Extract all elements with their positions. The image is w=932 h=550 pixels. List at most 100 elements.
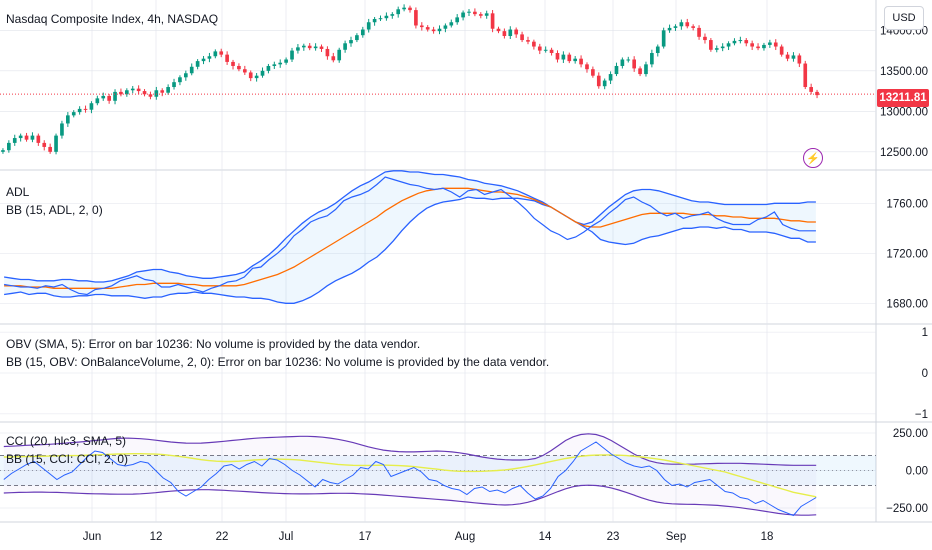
cci-bb-upper[interactable]: [3, 433, 817, 466]
candle-body[interactable]: [502, 31, 507, 37]
candle-body[interactable]: [773, 42, 778, 47]
candle-body[interactable]: [579, 58, 583, 65]
candle-body[interactable]: [549, 49, 554, 54]
candle-body[interactable]: [360, 29, 365, 36]
candle-body[interactable]: [384, 15, 389, 19]
candle-body[interactable]: [691, 26, 695, 28]
candle-body[interactable]: [201, 58, 206, 62]
symbol-title[interactable]: Nasdaq Composite Index, 4h, NASDAQ: [6, 12, 219, 26]
candle-body[interactable]: [260, 70, 265, 76]
candle-body[interactable]: [732, 40, 737, 44]
price-tick-label-2[interactable]: −1: [915, 409, 928, 421]
candle-body[interactable]: [254, 75, 259, 79]
candle-body[interactable]: [231, 61, 235, 66]
candle-body[interactable]: [425, 27, 430, 30]
candle-body[interactable]: [296, 47, 300, 51]
candle-body[interactable]: [355, 35, 359, 41]
time-tick-label[interactable]: 23: [607, 531, 620, 543]
candle-body[interactable]: [136, 88, 141, 92]
candle-body[interactable]: [585, 64, 589, 70]
candle-body[interactable]: [543, 49, 548, 51]
candle-body[interactable]: [537, 46, 542, 51]
candle-body[interactable]: [18, 135, 23, 139]
candle-body[interactable]: [508, 29, 513, 37]
candle-body[interactable]: [402, 7, 406, 10]
candle-body[interactable]: [272, 64, 277, 66]
candle-body[interactable]: [66, 115, 70, 124]
candle-body[interactable]: [490, 13, 495, 29]
candle-body[interactable]: [242, 69, 247, 73]
candle-body[interactable]: [591, 69, 595, 76]
candle-body[interactable]: [390, 14, 395, 16]
time-tick-label[interactable]: Jul: [279, 531, 294, 543]
candle-body[interactable]: [803, 63, 808, 88]
time-tick-label[interactable]: 22: [216, 531, 229, 543]
candle-body[interactable]: [667, 27, 672, 31]
candle-body[interactable]: [744, 40, 749, 44]
cci-bb-lower[interactable]: [3, 484, 817, 516]
candle-body[interactable]: [685, 22, 690, 27]
price-tick-label-3[interactable]: 250.00: [893, 428, 928, 440]
candle-body[interactable]: [726, 43, 731, 47]
candle-body[interactable]: [779, 46, 784, 55]
candle-body[interactable]: [809, 87, 813, 92]
candle-body[interactable]: [24, 135, 29, 140]
candle-body[interactable]: [555, 53, 560, 60]
candle-body[interactable]: [331, 56, 336, 61]
time-tick-label[interactable]: 14: [539, 531, 552, 543]
candle-body[interactable]: [366, 22, 371, 30]
time-tick-label[interactable]: 18: [761, 531, 774, 543]
candle-body[interactable]: [325, 48, 330, 57]
candle-body[interactable]: [673, 26, 678, 28]
candle-body[interactable]: [119, 91, 123, 95]
time-tick-label[interactable]: Jun: [83, 531, 102, 543]
candle-body[interactable]: [319, 46, 324, 49]
time-tick-label[interactable]: Sep: [666, 531, 686, 543]
adl-line[interactable]: [4, 176, 816, 296]
candle-body[interactable]: [608, 74, 613, 81]
candle-body[interactable]: [372, 19, 377, 23]
candle-body[interactable]: [219, 51, 224, 55]
candle-body[interactable]: [455, 17, 460, 23]
candle-body[interactable]: [709, 40, 713, 50]
bb-obv-legend[interactable]: BB (15, OBV: OnBalanceVolume, 2, 0): Err…: [6, 355, 550, 369]
lightning-bolt-icon[interactable]: ⚡: [803, 148, 823, 168]
candle-body[interactable]: [183, 73, 188, 78]
candle-body[interactable]: [154, 90, 159, 97]
adl-legend[interactable]: ADL: [6, 185, 30, 199]
candle-body[interactable]: [567, 54, 572, 62]
candle-body[interactable]: [738, 40, 743, 42]
candle-body[interactable]: [561, 54, 566, 60]
candle-body[interactable]: [301, 45, 306, 48]
candle-body[interactable]: [620, 59, 625, 66]
candle-body[interactable]: [237, 65, 241, 70]
candle-body[interactable]: [638, 68, 642, 75]
adl-bb-lower[interactable]: [4, 196, 816, 304]
candle-body[interactable]: [130, 88, 135, 91]
candle-body[interactable]: [431, 29, 436, 32]
time-tick-label[interactable]: 12: [150, 531, 163, 543]
candle-body[interactable]: [160, 90, 165, 93]
candle-body[interactable]: [248, 72, 253, 79]
candle-body[interactable]: [478, 14, 483, 16]
currency-button[interactable]: USD: [884, 6, 924, 30]
adl-bb-upper[interactable]: [3, 170, 816, 283]
candle-body[interactable]: [83, 108, 88, 110]
candle-body[interactable]: [7, 142, 11, 151]
candle-body[interactable]: [756, 46, 760, 49]
candle-body[interactable]: [337, 49, 342, 61]
adl-bb-basis[interactable]: [4, 187, 816, 289]
bb-adl-legend[interactable]: BB (15, ADL, 2, 0): [6, 203, 103, 217]
candle-body[interactable]: [473, 11, 477, 15]
candle-body[interactable]: [48, 146, 52, 152]
candle-body[interactable]: [714, 48, 719, 50]
candle-body[interactable]: [207, 56, 212, 59]
candle-body[interactable]: [496, 28, 501, 32]
candle-body[interactable]: [514, 29, 519, 35]
candle-body[interactable]: [526, 40, 530, 42]
price-tick-label-1[interactable]: 1760.00: [886, 198, 928, 210]
candle-body[interactable]: [573, 58, 578, 62]
candle-body[interactable]: [791, 55, 796, 59]
candle-body[interactable]: [408, 7, 412, 11]
candle-body[interactable]: [290, 50, 294, 60]
